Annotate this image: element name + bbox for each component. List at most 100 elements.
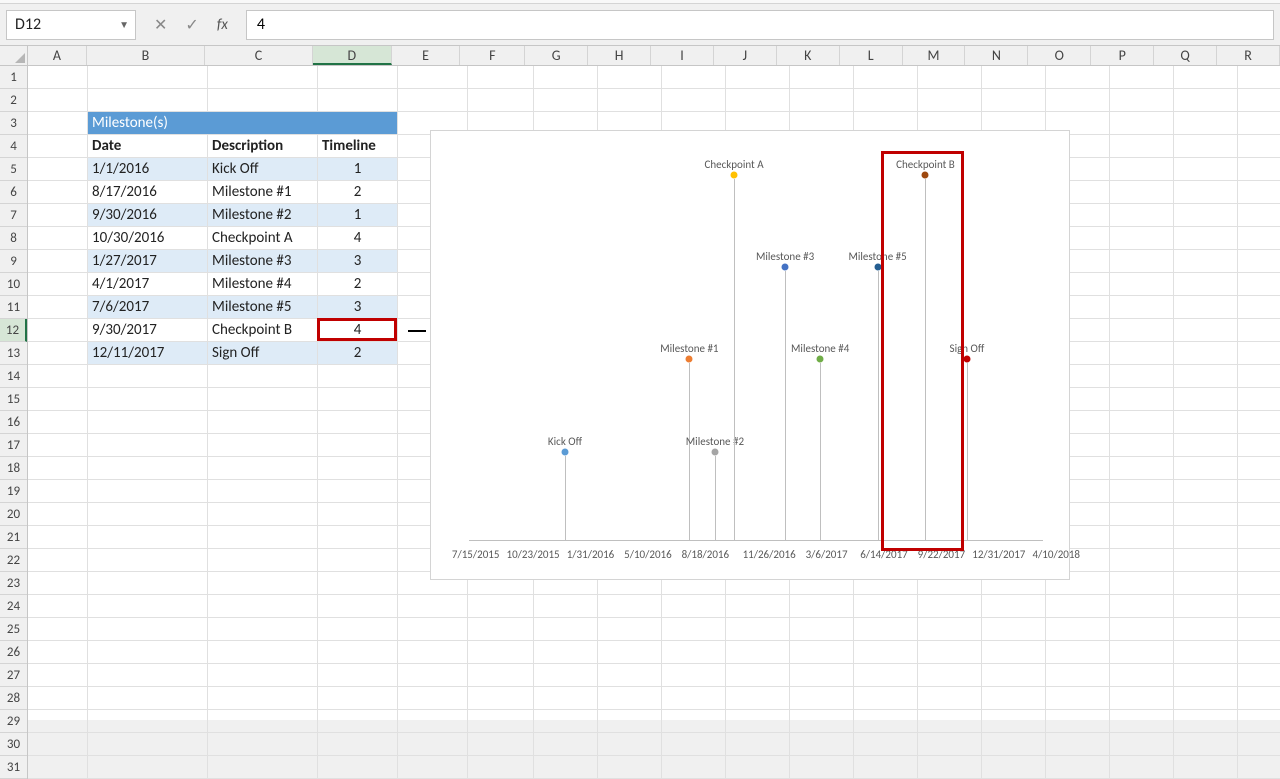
cell[interactable] xyxy=(208,641,318,664)
cell[interactable]: Sign Off xyxy=(208,342,318,365)
cell[interactable] xyxy=(88,664,208,687)
cell[interactable] xyxy=(1174,503,1238,526)
column-header-N[interactable]: N xyxy=(965,46,1028,65)
cell[interactable] xyxy=(28,411,88,434)
cell[interactable] xyxy=(854,595,918,618)
cell[interactable] xyxy=(1174,135,1238,158)
cell[interactable] xyxy=(1174,365,1238,388)
cell[interactable] xyxy=(918,595,982,618)
cell[interactable]: 12/11/2017 xyxy=(88,342,208,365)
cell[interactable] xyxy=(1174,342,1238,365)
cell[interactable] xyxy=(918,710,982,733)
cell[interactable] xyxy=(1238,687,1280,710)
row-header-16[interactable]: 16 xyxy=(0,411,27,434)
cell[interactable] xyxy=(918,641,982,664)
cell[interactable]: Timeline xyxy=(318,135,398,158)
cell[interactable] xyxy=(726,710,790,733)
cell[interactable] xyxy=(1174,549,1238,572)
cell[interactable] xyxy=(1174,595,1238,618)
cell[interactable] xyxy=(318,664,398,687)
cell[interactable] xyxy=(982,595,1046,618)
cell[interactable] xyxy=(88,641,208,664)
cell[interactable] xyxy=(1174,388,1238,411)
cell[interactable] xyxy=(1174,618,1238,641)
cell[interactable] xyxy=(790,664,854,687)
cell[interactable] xyxy=(598,687,662,710)
cell[interactable] xyxy=(208,457,318,480)
cell[interactable] xyxy=(318,733,398,756)
cell[interactable] xyxy=(726,756,790,779)
row-header-26[interactable]: 26 xyxy=(0,641,27,664)
cell[interactable] xyxy=(1174,158,1238,181)
cell[interactable] xyxy=(208,664,318,687)
cell[interactable] xyxy=(534,756,598,779)
cell[interactable]: Date xyxy=(88,135,208,158)
cell[interactable] xyxy=(1110,641,1174,664)
cell[interactable] xyxy=(208,66,318,89)
cell[interactable] xyxy=(662,89,726,112)
cell[interactable] xyxy=(28,342,88,365)
cell[interactable] xyxy=(982,641,1046,664)
cell[interactable] xyxy=(1110,664,1174,687)
cell[interactable] xyxy=(982,618,1046,641)
cell[interactable] xyxy=(318,457,398,480)
cell[interactable] xyxy=(88,572,208,595)
cell[interactable] xyxy=(208,434,318,457)
cell[interactable] xyxy=(1238,664,1280,687)
cell[interactable] xyxy=(1174,572,1238,595)
cell[interactable] xyxy=(28,365,88,388)
column-header-P[interactable]: P xyxy=(1091,46,1154,65)
cell[interactable] xyxy=(1046,89,1110,112)
cell[interactable] xyxy=(982,89,1046,112)
cell[interactable] xyxy=(662,618,726,641)
row-headers[interactable]: 1234567891011121314151617181920212223242… xyxy=(0,66,28,779)
row-header-23[interactable]: 23 xyxy=(0,572,27,595)
cell[interactable]: 2 xyxy=(318,273,398,296)
row-header-9[interactable]: 9 xyxy=(0,250,27,273)
cell[interactable] xyxy=(854,687,918,710)
cell[interactable] xyxy=(918,66,982,89)
cell[interactable] xyxy=(1110,319,1174,342)
cell[interactable] xyxy=(1174,687,1238,710)
cell[interactable] xyxy=(1110,411,1174,434)
cell[interactable] xyxy=(1174,112,1238,135)
cell[interactable] xyxy=(88,756,208,779)
column-header-K[interactable]: K xyxy=(777,46,840,65)
cell[interactable] xyxy=(208,733,318,756)
cell[interactable] xyxy=(790,66,854,89)
cell[interactable] xyxy=(88,365,208,388)
column-header-J[interactable]: J xyxy=(714,46,777,65)
cell[interactable] xyxy=(208,618,318,641)
cell[interactable] xyxy=(534,89,598,112)
cell[interactable] xyxy=(982,733,1046,756)
row-header-3[interactable]: 3 xyxy=(0,112,27,135)
cell[interactable] xyxy=(468,664,534,687)
cell[interactable] xyxy=(918,89,982,112)
cell[interactable] xyxy=(468,618,534,641)
cell[interactable]: 3 xyxy=(318,250,398,273)
cell[interactable] xyxy=(318,365,398,388)
cell[interactable] xyxy=(208,89,318,112)
cell[interactable] xyxy=(662,641,726,664)
cell[interactable] xyxy=(398,641,468,664)
cell[interactable] xyxy=(1238,181,1280,204)
cell[interactable] xyxy=(1110,595,1174,618)
row-header-14[interactable]: 14 xyxy=(0,365,27,388)
row-header-22[interactable]: 22 xyxy=(0,549,27,572)
cell[interactable] xyxy=(790,641,854,664)
cell[interactable] xyxy=(1046,641,1110,664)
cell[interactable] xyxy=(28,526,88,549)
cell[interactable] xyxy=(28,89,88,112)
cell[interactable] xyxy=(982,687,1046,710)
row-header-5[interactable]: 5 xyxy=(0,158,27,181)
cell[interactable] xyxy=(1046,66,1110,89)
cell[interactable] xyxy=(28,434,88,457)
cell[interactable] xyxy=(854,66,918,89)
row-header-11[interactable]: 11 xyxy=(0,296,27,319)
cell[interactable] xyxy=(208,687,318,710)
cell[interactable] xyxy=(1174,250,1238,273)
cell[interactable] xyxy=(790,710,854,733)
cell[interactable] xyxy=(208,480,318,503)
cell[interactable] xyxy=(1174,664,1238,687)
cell[interactable] xyxy=(88,457,208,480)
